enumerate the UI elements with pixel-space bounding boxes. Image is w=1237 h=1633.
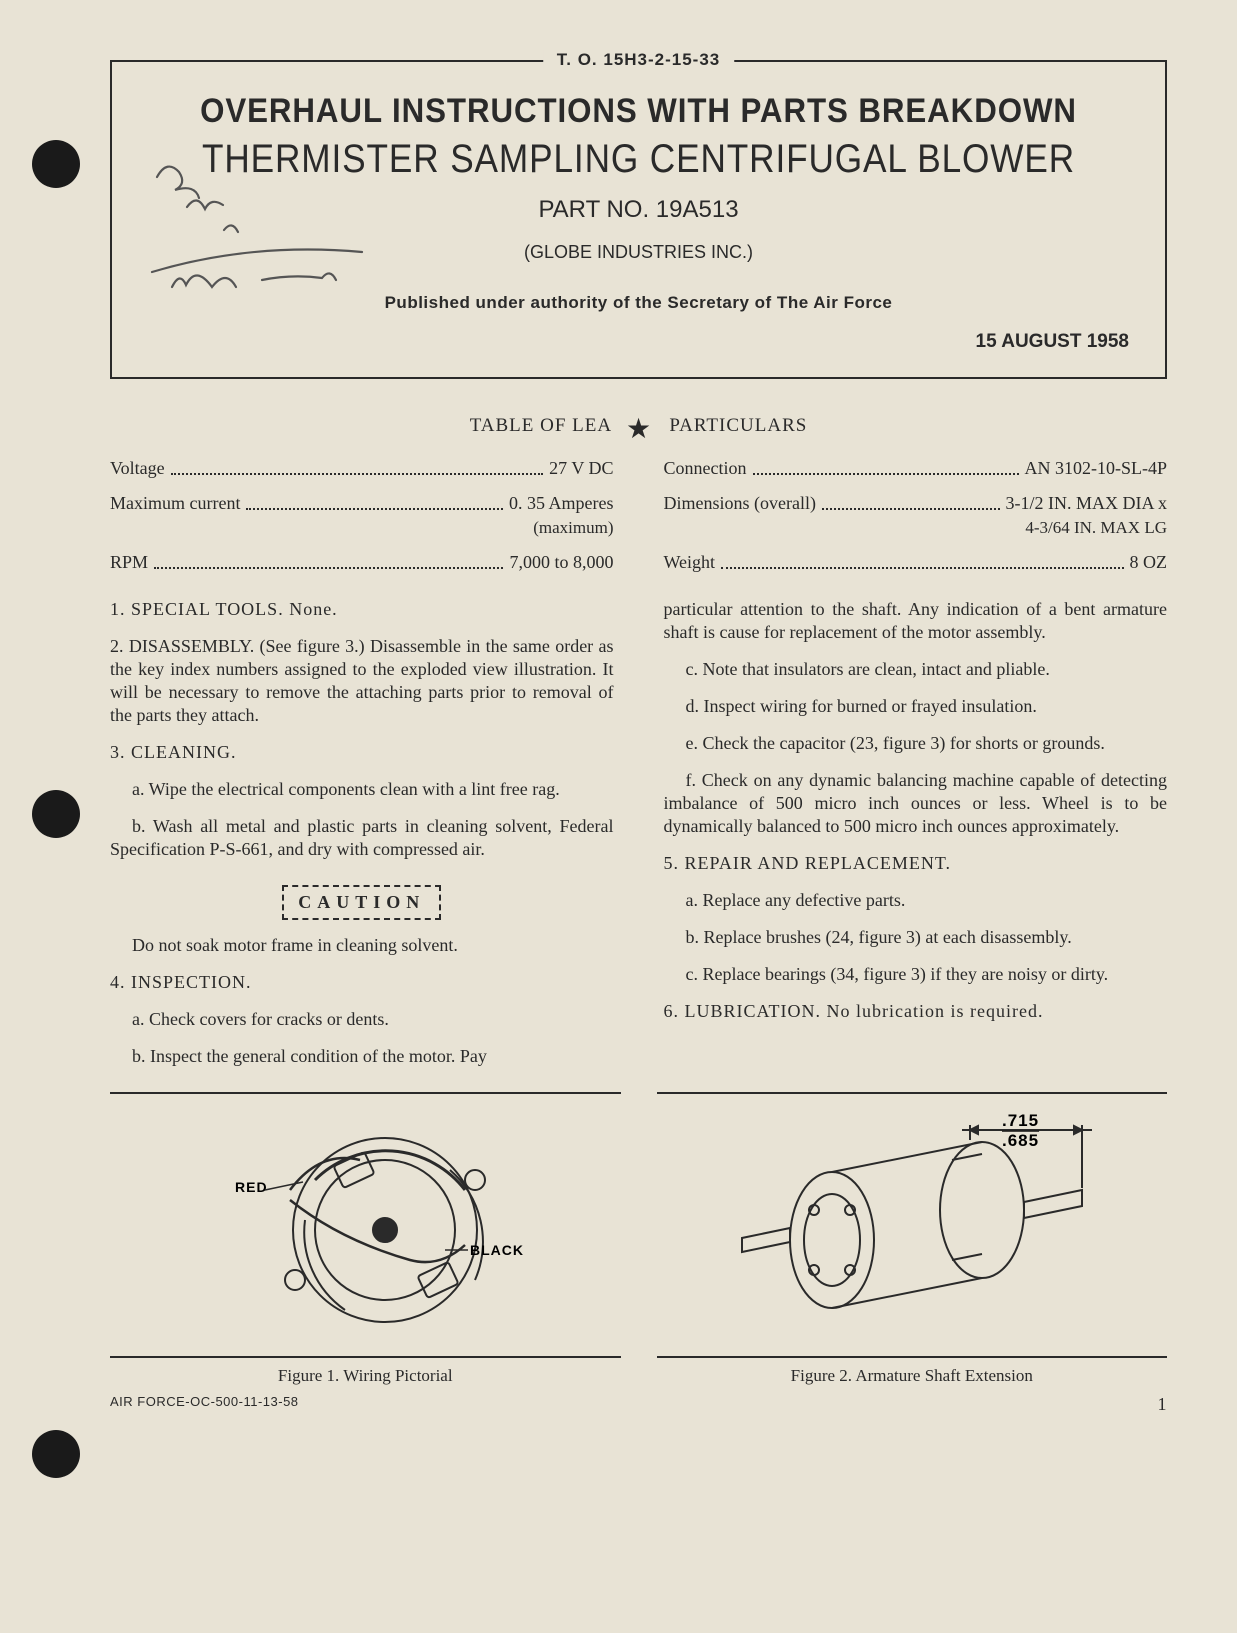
footer-left: AIR FORCE-OC-500-11-13-58 xyxy=(110,1394,299,1415)
particulars-label: Connection xyxy=(664,457,747,480)
body-columns: 1. SPECIAL TOOLS. None. 2. DISASSEMBLY. (… xyxy=(110,598,1167,1082)
body-paragraph: 1. SPECIAL TOOLS. None. xyxy=(110,598,614,621)
body-paragraph: 3. CLEANING. xyxy=(110,741,614,764)
punch-hole xyxy=(32,1430,80,1478)
particulars-label: Voltage xyxy=(110,457,165,480)
body-paragraph: 5. REPAIR AND REPLACEMENT. xyxy=(664,852,1168,875)
dimension-lower: .685 xyxy=(1002,1131,1039,1150)
figure-1-caption: Figure 1. Wiring Pictorial xyxy=(110,1366,621,1386)
manufacturer: (GLOBE INDUSTRIES INC.) xyxy=(142,242,1135,263)
body-paragraph: c. Note that insulators are clean, intac… xyxy=(664,658,1168,681)
technical-order-number: T. O. 15H3-2-15-33 xyxy=(543,50,735,70)
body-paragraph: f. Check on any dynamic balancing machin… xyxy=(664,769,1168,838)
body-paragraph: a. Replace any defective parts. xyxy=(664,889,1168,912)
body-paragraph: 2. DISASSEMBLY. (See figure 3.) Disassem… xyxy=(110,635,614,727)
publication-date: 15 AUGUST 1958 xyxy=(142,331,1135,353)
part-number: PART NO. 19A513 xyxy=(142,196,1135,224)
particulars-columns: Voltage 27 V DC Maximum current 0. 35 Am… xyxy=(110,457,1167,586)
wiring-pictorial-svg: RED BLACK xyxy=(195,1110,535,1340)
caution-wrap: CAUTION xyxy=(110,875,614,934)
body-right-column: particular attention to the shaft. Any i… xyxy=(664,598,1168,1082)
figure-frame: .715 .685 xyxy=(657,1092,1168,1358)
leader-dots xyxy=(753,457,1019,475)
body-paragraph: Do not soak motor frame in cleaning solv… xyxy=(110,934,614,957)
body-left-column: 1. SPECIAL TOOLS. None. 2. DISASSEMBLY. (… xyxy=(110,598,614,1082)
body-paragraph: b. Inspect the general condition of the … xyxy=(110,1045,614,1068)
particulars-row: Voltage 27 V DC xyxy=(110,457,614,480)
particulars-value: AN 3102-10-SL-4P xyxy=(1025,457,1168,480)
leader-dots xyxy=(721,551,1123,569)
particulars-value: 27 V DC xyxy=(549,457,613,480)
body-paragraph: particular attention to the shaft. Any i… xyxy=(664,598,1168,644)
particulars-row: Connection AN 3102-10-SL-4P xyxy=(664,457,1168,480)
figure-row: RED BLACK Figure 1. Wiring Pictorial xyxy=(110,1092,1167,1386)
particulars-row: Weight 8 OZ xyxy=(664,551,1168,574)
body-paragraph: e. Check the capacitor (23, figure 3) fo… xyxy=(664,732,1168,755)
particulars-label: Maximum current xyxy=(110,492,240,515)
particulars-label: RPM xyxy=(110,551,148,574)
leader-dots xyxy=(822,492,1000,510)
wire-label-black: BLACK xyxy=(470,1242,524,1258)
page-number: 1 xyxy=(1158,1394,1168,1415)
title-box: T. O. 15H3-2-15-33 OVERHAUL INSTRUCTIONS… xyxy=(110,60,1167,379)
body-paragraph: b. Replace brushes (24, figure 3) at eac… xyxy=(664,926,1168,949)
figure-2-caption: Figure 2. Armature Shaft Extension xyxy=(657,1366,1168,1386)
leader-dots xyxy=(171,457,543,475)
document-title-sub: THERMISTER SAMPLING CENTRIFUGAL BLOWER xyxy=(202,137,1076,182)
page-footer: AIR FORCE-OC-500-11-13-58 1 xyxy=(110,1394,1167,1415)
body-paragraph: b. Wash all metal and plastic parts in c… xyxy=(110,815,614,861)
particulars-label: Weight xyxy=(664,551,716,574)
figure-frame: RED BLACK xyxy=(110,1092,621,1358)
punch-hole xyxy=(32,790,80,838)
dimension-upper: .715 xyxy=(1002,1111,1039,1130)
figure-1: RED BLACK Figure 1. Wiring Pictorial xyxy=(110,1092,621,1386)
particulars-label: Dimensions (overall) xyxy=(664,492,816,515)
punch-hole xyxy=(32,140,80,188)
figure-2: .715 .685 Figure 2. Armature Shaft Exten… xyxy=(657,1092,1168,1386)
body-paragraph: a. Check covers for cracks or dents. xyxy=(110,1008,614,1031)
particulars-row: Dimensions (overall) 3-1/2 IN. MAX DIA x xyxy=(664,492,1168,515)
particulars-right-column: Connection AN 3102-10-SL-4P Dimensions (… xyxy=(664,457,1168,586)
particulars-left-column: Voltage 27 V DC Maximum current 0. 35 Am… xyxy=(110,457,614,586)
page: T. O. 15H3-2-15-33 OVERHAUL INSTRUCTIONS… xyxy=(0,0,1237,1633)
wire-label-red: RED xyxy=(235,1179,268,1195)
body-paragraph: 6. LUBRICATION. No lubrication is requir… xyxy=(664,1000,1168,1023)
leader-dots xyxy=(154,551,503,569)
particulars-value: 8 OZ xyxy=(1130,551,1168,574)
particulars-row: RPM 7,000 to 8,000 xyxy=(110,551,614,574)
particulars-value-line2: 4-3/64 IN. MAX LG xyxy=(664,517,1168,539)
body-paragraph: a. Wipe the electrical components clean … xyxy=(110,778,614,801)
body-paragraph: c. Replace bearings (34, figure 3) if th… xyxy=(664,963,1168,986)
body-paragraph: 4. INSPECTION. xyxy=(110,971,614,994)
armature-shaft-svg: .715 .685 xyxy=(702,1110,1122,1340)
particulars-value: 7,000 to 8,000 xyxy=(509,551,613,574)
body-paragraph: d. Inspect wiring for burned or frayed i… xyxy=(664,695,1168,718)
particulars-row: Maximum current 0. 35 Amperes xyxy=(110,492,614,515)
particulars-subnote: (maximum) xyxy=(110,517,614,539)
particulars-value: 0. 35 Amperes xyxy=(509,492,613,515)
caution-box: CAUTION xyxy=(282,885,441,920)
leader-dots xyxy=(246,492,503,510)
particulars-value: 3-1/2 IN. MAX DIA x xyxy=(1006,492,1168,515)
document-title-main: OVERHAUL INSTRUCTIONS WITH PARTS BREAKDO… xyxy=(182,92,1096,131)
authority-statement: Published under authority of the Secreta… xyxy=(142,293,1135,313)
